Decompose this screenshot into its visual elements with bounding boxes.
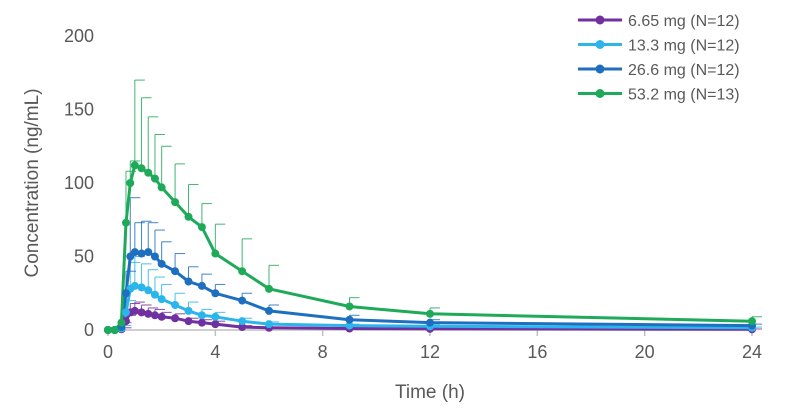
data-point-s3-9 <box>157 183 166 192</box>
series-lines <box>108 163 753 332</box>
data-point-s0-13 <box>211 320 220 329</box>
data-point-s0-14 <box>238 323 247 332</box>
x-tick-label-0: 0 <box>103 342 113 362</box>
data-point-s3-5 <box>130 161 139 170</box>
data-point-s0-6 <box>137 308 146 317</box>
data-point-s1-6 <box>137 283 146 292</box>
data-point-s1-11 <box>184 306 193 315</box>
data-point-s2-15 <box>265 306 273 315</box>
data-point-s3-8 <box>150 174 159 183</box>
data-point-s0-8 <box>150 311 159 320</box>
data-point-s3-18 <box>748 317 756 326</box>
data-points <box>104 161 756 334</box>
data-point-s3-4 <box>126 179 135 187</box>
x-tick-label-2: 8 <box>318 342 328 362</box>
data-point-s1-10 <box>171 301 180 310</box>
data-point-s2-6 <box>137 249 146 258</box>
data-point-s0-5 <box>130 306 139 315</box>
data-point-s3-10 <box>171 198 180 207</box>
x-axis-label: Time (h) <box>395 382 465 403</box>
data-point-s2-11 <box>184 277 193 286</box>
legend-label-2: 26.6 mg (N=12) <box>628 62 740 79</box>
legend-marker-0 <box>595 15 605 25</box>
data-point-s2-5 <box>130 248 139 257</box>
x-tick-label-5: 20 <box>635 342 655 362</box>
data-point-s3-2 <box>117 318 126 327</box>
data-point-s3-0 <box>104 326 112 334</box>
data-point-s1-7 <box>144 286 153 295</box>
x-tick-label-3: 12 <box>420 342 440 362</box>
data-point-s1-8 <box>150 290 159 299</box>
legend-marker-3 <box>595 89 605 98</box>
legend-label-3: 53.2 mg (N=13) <box>628 87 740 104</box>
data-point-s0-7 <box>144 309 153 318</box>
y-tick-label-3: 150 <box>64 100 94 120</box>
data-point-s0-11 <box>184 317 193 326</box>
data-point-s3-11 <box>184 212 193 221</box>
data-point-s3-12 <box>197 223 206 232</box>
y-tick-label-2: 100 <box>64 173 94 193</box>
data-point-s0-10 <box>171 314 180 323</box>
data-point-s2-16 <box>345 315 354 324</box>
data-point-s0-9 <box>157 312 166 321</box>
data-point-s3-6 <box>137 164 146 173</box>
data-point-s3-3 <box>121 218 130 227</box>
legend-marker-2 <box>595 64 605 74</box>
data-point-s2-12 <box>197 281 206 290</box>
data-point-s3-17 <box>426 309 434 318</box>
data-point-s2-14 <box>238 296 247 305</box>
y-tick-label-0: 0 <box>84 320 94 340</box>
data-point-s2-9 <box>157 259 166 268</box>
data-point-s0-12 <box>197 318 206 327</box>
data-point-s1-15 <box>265 320 273 329</box>
y-tick-label-4: 200 <box>64 26 94 46</box>
axes: 0 4 8 12 16 20 24 0 50 100 150 200 <box>64 26 762 362</box>
data-point-s2-10 <box>171 267 180 276</box>
data-point-s2-13 <box>211 289 220 298</box>
data-point-s3-16 <box>345 302 354 311</box>
legend-marker-1 <box>595 40 605 49</box>
data-point-s3-7 <box>144 168 153 177</box>
data-point-s2-7 <box>144 248 153 257</box>
legend: 6.65 mg (N=12) 13.3 mg (N=12) 26.6 mg (N=1… <box>578 13 740 104</box>
x-tick-label-4: 16 <box>527 342 547 362</box>
data-point-s1-3 <box>121 308 130 317</box>
data-point-s1-13 <box>211 312 220 321</box>
data-point-s2-17 <box>426 318 434 327</box>
legend-label-0: 6.65 mg (N=12) <box>628 13 740 30</box>
data-point-s3-13 <box>211 249 220 258</box>
data-point-s3-1 <box>110 326 119 334</box>
data-point-s3-15 <box>265 284 273 293</box>
data-point-s1-9 <box>157 295 166 304</box>
legend-label-1: 13.3 mg (N=12) <box>628 38 740 55</box>
y-axis-label: Concentration (ng/mL) <box>22 88 43 277</box>
x-tick-label-6: 24 <box>742 342 762 362</box>
data-point-s1-16 <box>345 321 354 330</box>
series-line-3 <box>108 163 753 332</box>
data-point-s2-3 <box>121 289 130 298</box>
data-point-s1-5 <box>130 281 139 290</box>
data-point-s3-14 <box>238 267 247 276</box>
x-tick-label-1: 4 <box>210 342 220 362</box>
data-point-s1-12 <box>197 311 206 320</box>
data-point-s2-8 <box>150 252 159 261</box>
y-tick-label-1: 50 <box>74 247 94 267</box>
data-point-s1-14 <box>238 317 247 326</box>
